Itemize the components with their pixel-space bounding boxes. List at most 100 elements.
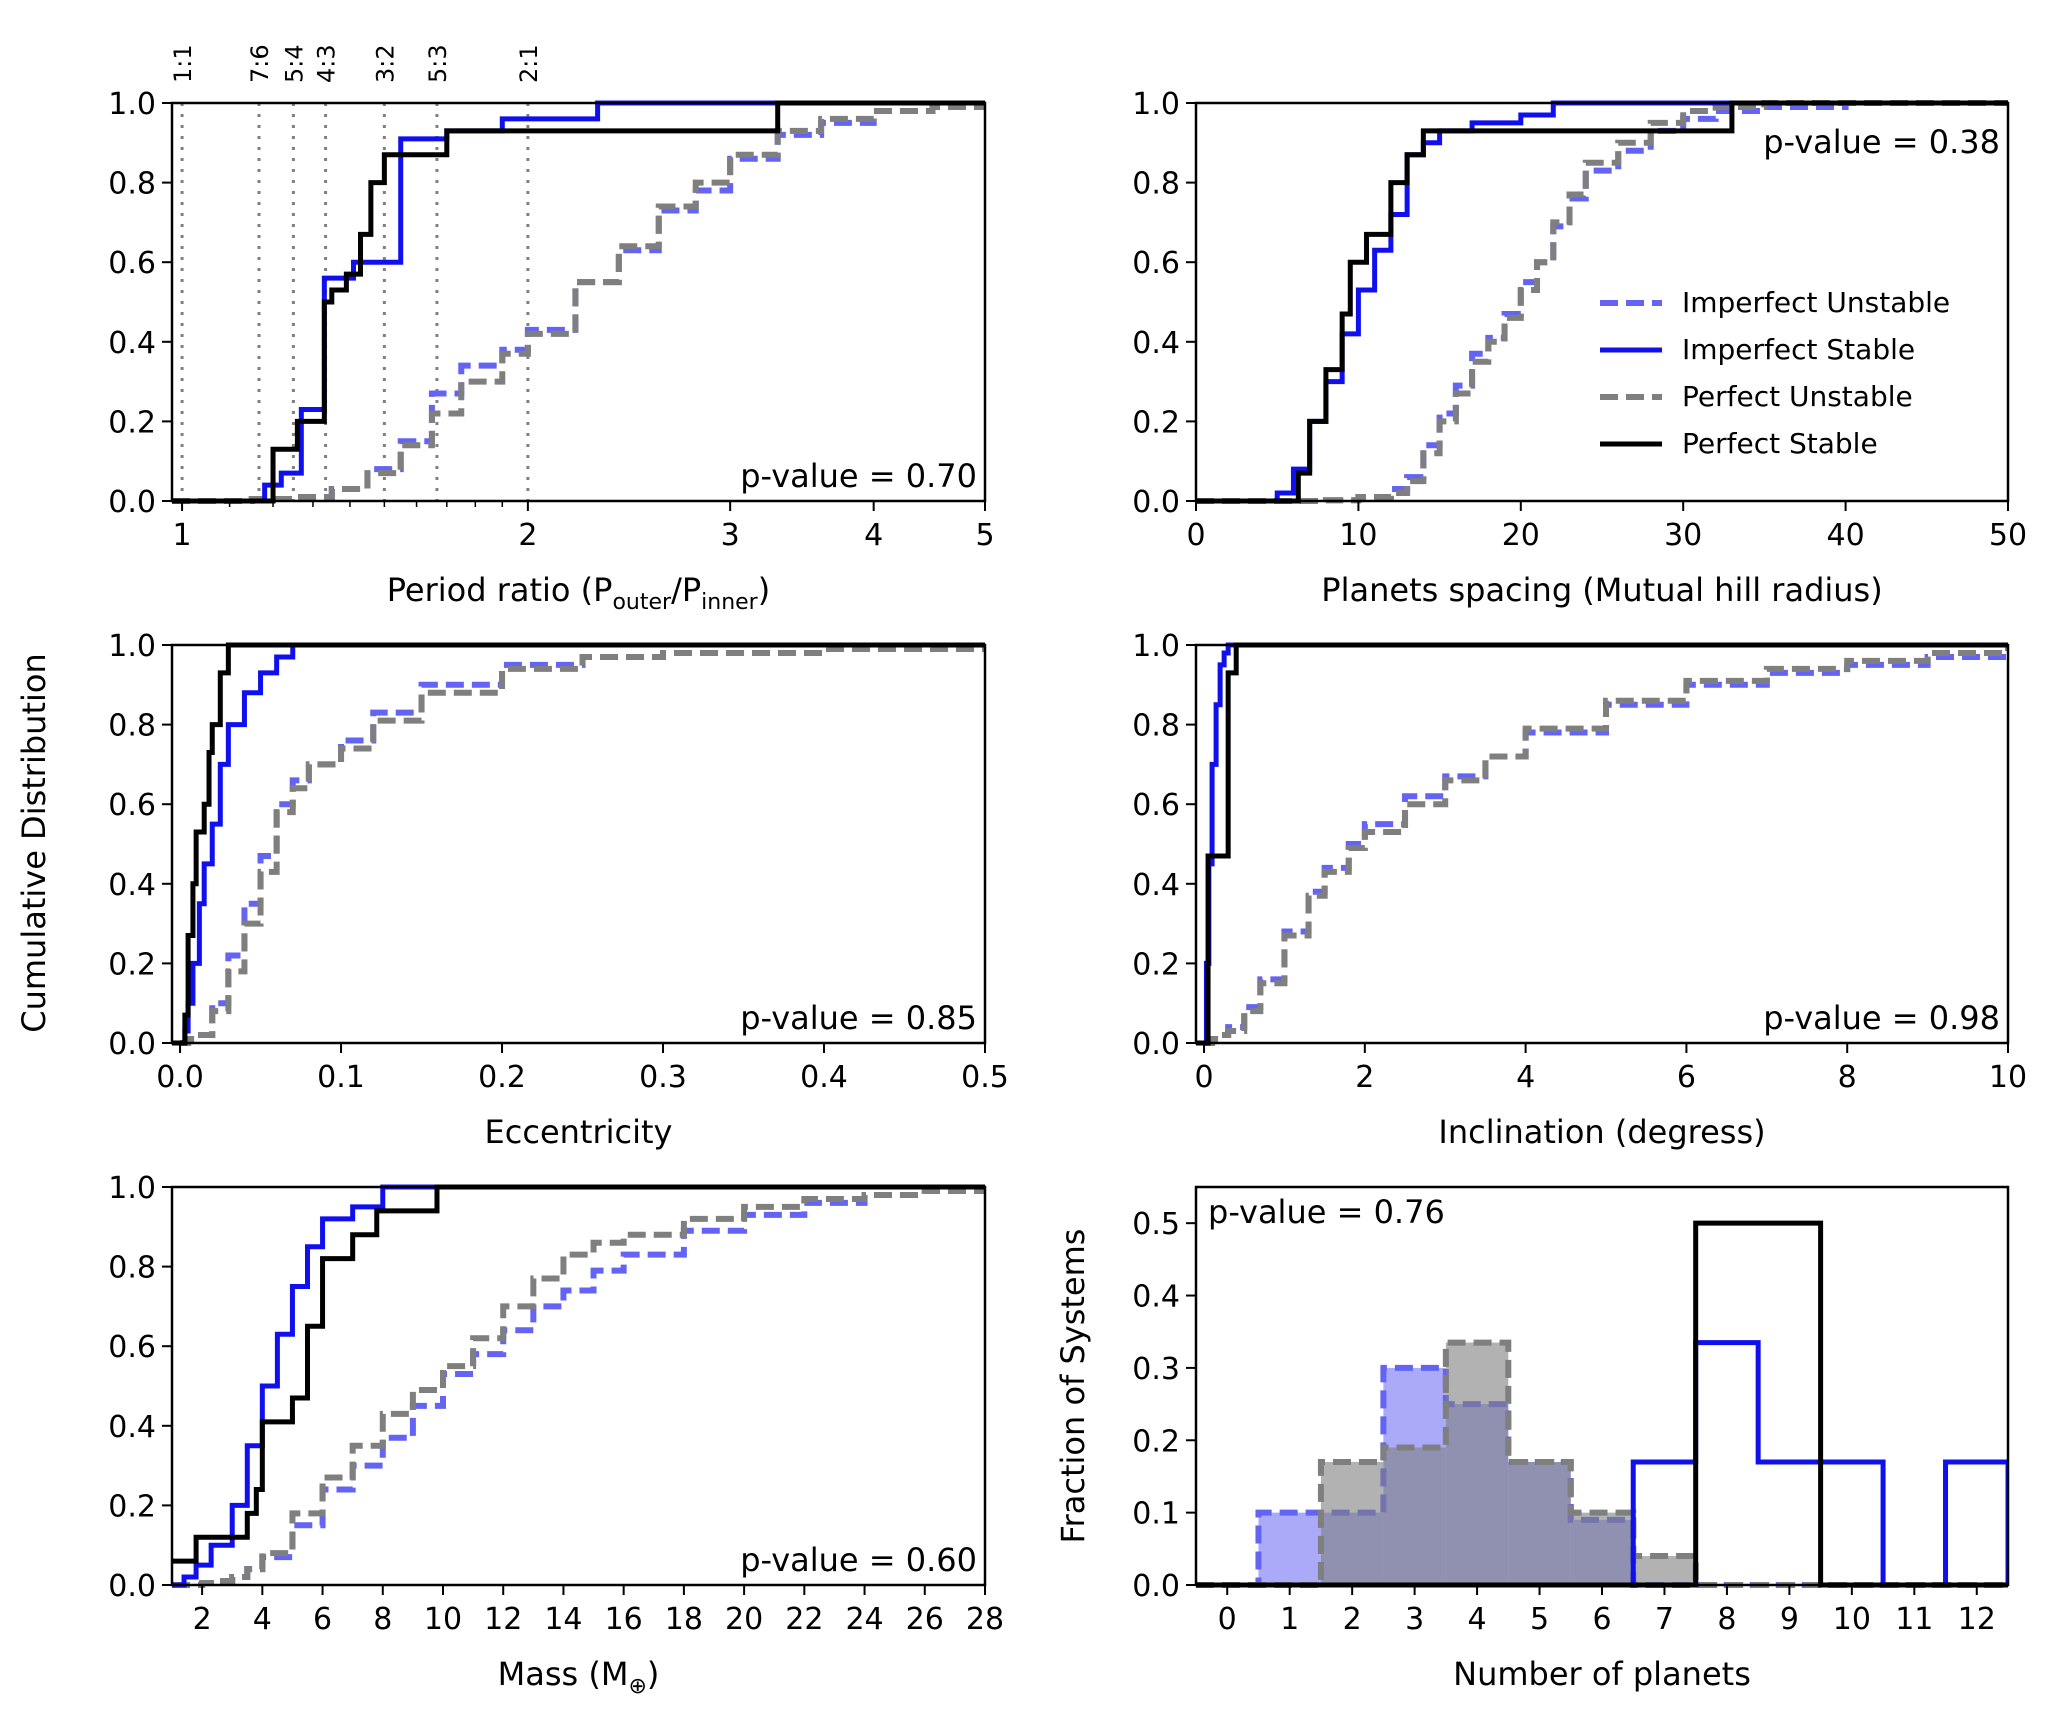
- y-tick-label: 0.6: [108, 246, 156, 281]
- plot-area-spacing: [1196, 100, 2008, 504]
- x-axis-label: Planets spacing (Mutual hill radius): [1321, 571, 1882, 609]
- p-value-label: p-value = 0.76: [1208, 1193, 1445, 1231]
- x-tick-label: 0.0: [156, 1060, 204, 1095]
- x-tick-label: 0.3: [639, 1060, 687, 1095]
- y-tick-label: 1.0: [108, 87, 156, 122]
- y-tick-label: 0.4: [108, 868, 156, 903]
- x-tick-label: 40: [1827, 518, 1865, 553]
- x-axis-label: Inclination (degress): [1438, 1113, 1765, 1151]
- x-tick-label: 2: [193, 1602, 212, 1637]
- x-tick-label: 0.4: [800, 1060, 848, 1095]
- plot-area-eccentricity: [172, 642, 985, 1046]
- y-tick-label: 0.2: [1132, 1424, 1180, 1459]
- legend-label: Imperfect Unstable: [1682, 286, 1950, 319]
- legend-label: Imperfect Stable: [1682, 333, 1915, 366]
- x-tick-label: 0.1: [317, 1060, 365, 1095]
- x-tick-label: 2: [1343, 1602, 1362, 1637]
- plot-area-num-planets: [1196, 1220, 2008, 1588]
- panels: 1:1 7:6 5:4 4:3 3:2 5:3 2:11 2 3 4 50.00.20.40.60.…: [108, 44, 2027, 1699]
- x-tick-label: 4: [253, 1602, 272, 1637]
- x-tick-label: 12: [484, 1602, 522, 1637]
- panel-num-planets: 0 1 2 3 4 5 6 7 8 9 10 11 120.00.10.20.30.40.5Number…: [1054, 1185, 2010, 1693]
- axes-frame: [170, 101, 987, 503]
- x-tick-label: 0.5: [961, 1060, 1009, 1095]
- x-tick-label: 3: [721, 518, 740, 553]
- x-tick-label: 22: [785, 1602, 823, 1637]
- y-tick-label: 0.4: [1132, 868, 1180, 903]
- histogram-outline: [1196, 1339, 2008, 1588]
- histogram-bar: [1445, 1342, 1509, 1585]
- x-tick-label: 1: [173, 518, 192, 553]
- x-tick-label: 10: [424, 1602, 462, 1637]
- x-tick-label: 14: [544, 1602, 582, 1637]
- p-value-label: p-value = 0.60: [740, 1541, 977, 1579]
- series-line: [1196, 100, 2008, 504]
- y-tick-label: 0.3: [1132, 1352, 1180, 1387]
- x-tick-label: 6: [313, 1602, 332, 1637]
- y-tick-label: 0.8: [108, 1251, 156, 1286]
- y-tick-label: 0.4: [108, 1410, 156, 1445]
- x-tick-label: 4: [1516, 1060, 1535, 1095]
- panel-mass: 2 4 6 8 10 12 14 16 18 20 22 24 26 280.00.20.40.60.81…: [108, 1171, 1004, 1699]
- x-tick-label: 8: [1838, 1060, 1857, 1095]
- y-tick-label: 0.2: [1132, 947, 1180, 982]
- y-tick-label: 0.0: [108, 1027, 156, 1062]
- panel-inclination: 0 2 4 6 8 10 0.0 0.2 0.4 0.6 0.8 1.0 Inclination (de…: [1132, 629, 2027, 1151]
- x-tick-label: 20: [725, 1602, 763, 1637]
- x-tick-label: 12: [1958, 1602, 1996, 1637]
- histogram-bar: [1570, 1512, 1634, 1585]
- x-tick-label: 10: [1833, 1602, 1871, 1637]
- y-tick-label: 0.1: [1132, 1497, 1180, 1532]
- plot-area-mass: [172, 1184, 985, 1588]
- legend-label: Perfect Unstable: [1682, 380, 1913, 413]
- x-tick-label: 0: [1186, 518, 1205, 553]
- series-line: [172, 1184, 985, 1588]
- y-tick-label: 1.0: [1132, 629, 1180, 664]
- series-line: [172, 103, 985, 504]
- x-axis-label: Mass (M⊕): [498, 1655, 660, 1699]
- x-tick-label: 4: [1468, 1602, 1487, 1637]
- x-tick-label: 10: [1989, 1060, 2027, 1095]
- panel-spacing: 0 10 20 30 40 50 0.0 0.2 0.4 0.6 0.8 1.0 Planets spa…: [1132, 87, 2027, 609]
- x-tick-label: 0: [1194, 1060, 1213, 1095]
- legend-label: Perfect Stable: [1682, 427, 1878, 460]
- panel-period-ratio: 1:1 7:6 5:4 4:3 3:2 5:3 2:1 1 2 3 4 5 0.0 0.2 0.4 0.6 0.…: [108, 44, 994, 615]
- x-axis-label: Period ratio (Pouter/Pinner): [387, 571, 770, 615]
- y-tick-label: 0.0: [108, 485, 156, 520]
- y-tick-label: 0.4: [1132, 326, 1180, 361]
- x-tick-label: 0: [1218, 1602, 1237, 1637]
- y-tick-label: 0.8: [108, 167, 156, 202]
- series-line: [180, 645, 985, 1046]
- y-tick-label: 0.2: [1132, 405, 1180, 440]
- p-value-label: p-value = 0.85: [740, 999, 977, 1037]
- x-tick-label: 28: [966, 1602, 1004, 1637]
- x-tick-label: 2: [1355, 1060, 1374, 1095]
- x-tick-label: 2: [518, 518, 537, 553]
- x-axis-label: Eccentricity: [485, 1113, 673, 1151]
- x-tick-label: 10: [1339, 518, 1377, 553]
- x-tick-label: 5: [1530, 1602, 1549, 1637]
- histogram-bar: [1320, 1461, 1384, 1585]
- x-tick-label: 0.2: [478, 1060, 526, 1095]
- series-line: [172, 1187, 985, 1588]
- x-tick-label: 18: [665, 1602, 703, 1637]
- resonance-label: 5:3: [424, 44, 452, 83]
- y-tick-label: 0.4: [108, 326, 156, 361]
- y-tick-label: 0.6: [108, 788, 156, 823]
- x-tick-label: 3: [1405, 1602, 1424, 1637]
- p-value-label: p-value = 0.38: [1763, 123, 2000, 161]
- series-line: [172, 642, 985, 1046]
- x-tick-label: 6: [1677, 1060, 1696, 1095]
- series-line: [1204, 645, 2008, 1046]
- x-tick-label: 24: [845, 1602, 883, 1637]
- x-tick-label: 4: [864, 518, 883, 553]
- series-line: [1196, 100, 2008, 504]
- x-tick-label: 6: [1592, 1602, 1611, 1637]
- axes-frame: [170, 643, 987, 1045]
- resonance-label: 5:4: [280, 44, 308, 83]
- y-tick-label: 0.8: [108, 709, 156, 744]
- y-tick-label: 0.4: [1132, 1280, 1180, 1315]
- y-tick-label: 0.8: [1132, 709, 1180, 744]
